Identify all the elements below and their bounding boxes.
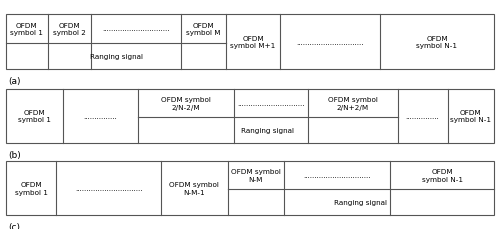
Bar <box>6 15 494 70</box>
Text: (c): (c) <box>8 222 20 229</box>
Bar <box>6 161 494 215</box>
Text: (b): (b) <box>8 150 21 159</box>
Text: ..............................: .............................. <box>296 39 364 45</box>
Text: OFDM
symbol 2: OFDM symbol 2 <box>53 22 86 36</box>
Text: OFDM symbol
N-M: OFDM symbol N-M <box>231 169 280 182</box>
Text: ...............: ............... <box>83 113 117 119</box>
Text: OFDM symbol
2/N+2/M: OFDM symbol 2/N+2/M <box>328 97 378 110</box>
Bar <box>6 89 494 143</box>
Text: ..............................: .............................. <box>303 172 370 178</box>
Text: ...............: ............... <box>406 113 440 119</box>
Text: OFDM
symbol 1: OFDM symbol 1 <box>14 182 48 195</box>
Text: OFDM
symbol M+1: OFDM symbol M+1 <box>230 36 276 49</box>
Text: OFDM
symbol N-1: OFDM symbol N-1 <box>422 169 463 182</box>
Text: OFDM symbol
N-M-1: OFDM symbol N-M-1 <box>170 182 219 195</box>
Text: ..............................: .............................. <box>237 100 304 106</box>
Text: OFDM
symbol N-1: OFDM symbol N-1 <box>450 109 491 123</box>
Text: OFDM symbol
2/N-2/M: OFDM symbol 2/N-2/M <box>161 97 210 110</box>
Text: OFDM
symbol 1: OFDM symbol 1 <box>18 109 50 123</box>
Text: (a): (a) <box>8 77 21 86</box>
Text: ..............................: .............................. <box>75 185 142 191</box>
Text: Ranging signal: Ranging signal <box>90 54 142 60</box>
Text: OFDM
symbol M: OFDM symbol M <box>186 22 221 36</box>
Text: OFDM
symbol 1: OFDM symbol 1 <box>10 22 43 36</box>
Text: Ranging signal: Ranging signal <box>334 199 387 205</box>
Text: Ranging signal: Ranging signal <box>241 127 294 133</box>
Text: OFDM
symbol N-1: OFDM symbol N-1 <box>416 36 458 49</box>
Text: ..............................: .............................. <box>102 26 170 32</box>
